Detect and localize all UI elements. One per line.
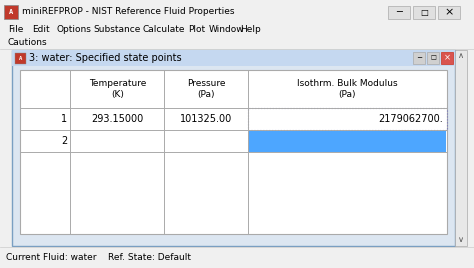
Text: Substance: Substance xyxy=(93,25,140,34)
Bar xyxy=(12,50,455,246)
Text: miniREFPROP - NIST Reference Fluid Properties: miniREFPROP - NIST Reference Fluid Prope… xyxy=(22,8,235,17)
Text: □: □ xyxy=(420,8,428,17)
Text: 3: water: Specified state points: 3: water: Specified state points xyxy=(29,53,182,63)
Bar xyxy=(438,6,460,19)
Text: 2: 2 xyxy=(61,136,67,146)
Text: A: A xyxy=(19,56,22,61)
Bar xyxy=(427,52,439,64)
Text: A: A xyxy=(9,9,13,15)
Bar xyxy=(0,247,474,268)
Text: 293.15000: 293.15000 xyxy=(91,114,144,124)
Text: Plot: Plot xyxy=(188,25,205,34)
Text: Help: Help xyxy=(240,25,261,34)
Bar xyxy=(441,52,453,64)
Bar xyxy=(4,5,18,19)
Text: 101325.00: 101325.00 xyxy=(180,114,232,124)
Bar xyxy=(12,50,455,66)
Text: Options: Options xyxy=(57,25,92,34)
Text: ∧: ∧ xyxy=(458,51,464,61)
Bar xyxy=(0,23,474,36)
Bar xyxy=(248,131,447,151)
Text: ─: ─ xyxy=(417,55,421,61)
Text: ×: × xyxy=(444,8,454,17)
Text: Pressure
(Pa): Pressure (Pa) xyxy=(187,79,225,99)
Text: Current Fluid: water    Ref. State: Default: Current Fluid: water Ref. State: Default xyxy=(6,254,191,262)
Bar xyxy=(20,70,447,234)
Text: 2179062700.: 2179062700. xyxy=(378,114,443,124)
Text: 1: 1 xyxy=(61,114,67,124)
Bar xyxy=(413,6,435,19)
Text: ∨: ∨ xyxy=(458,236,464,244)
Text: ×: × xyxy=(444,54,450,62)
Text: Window: Window xyxy=(209,25,245,34)
Bar xyxy=(247,108,447,130)
Text: Edit: Edit xyxy=(32,25,50,34)
Text: Calculate: Calculate xyxy=(143,25,185,34)
Text: Cautions: Cautions xyxy=(8,38,47,47)
Text: □: □ xyxy=(430,55,436,61)
Text: Isothrm. Bulk Modulus
(Pa): Isothrm. Bulk Modulus (Pa) xyxy=(297,79,398,99)
Bar xyxy=(413,52,425,64)
Text: File: File xyxy=(8,25,23,34)
Bar xyxy=(15,53,26,64)
Bar xyxy=(0,36,474,49)
Bar xyxy=(388,6,410,19)
Text: Temperature
(K): Temperature (K) xyxy=(89,79,146,99)
Bar xyxy=(455,50,467,246)
Bar xyxy=(0,0,474,23)
Text: ─: ─ xyxy=(396,8,402,17)
